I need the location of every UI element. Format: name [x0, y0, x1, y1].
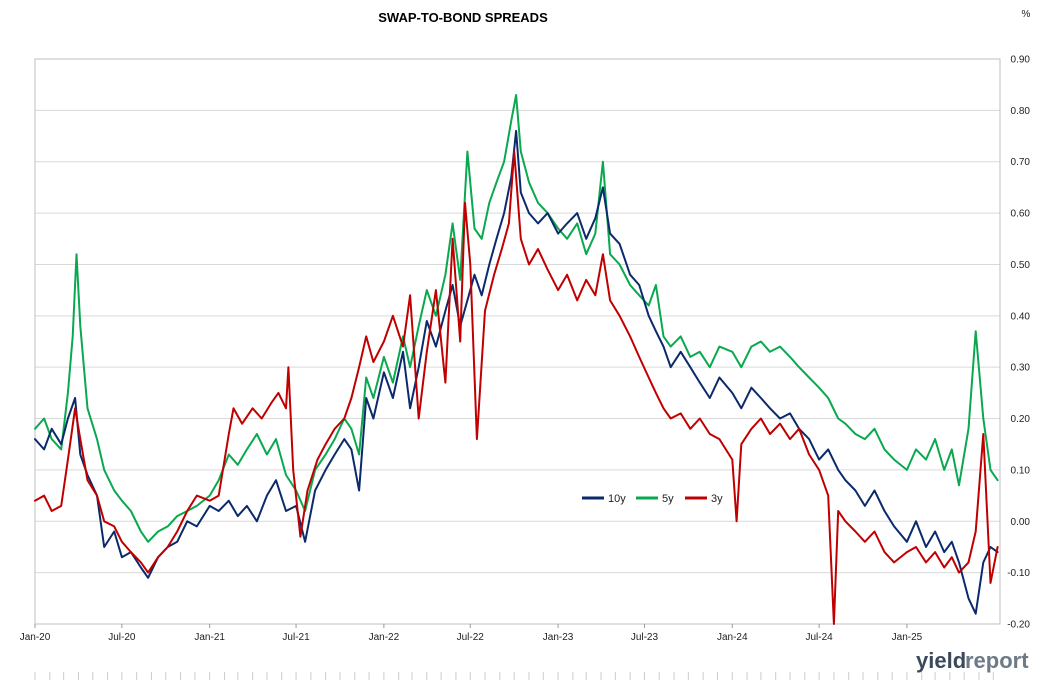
x-tick-label: Jan-24: [717, 632, 748, 643]
y-tick-label: 0.20: [1011, 414, 1031, 425]
x-tick-label: Jan-21: [194, 632, 225, 643]
y-tick-label: 0.60: [1011, 209, 1031, 220]
y-tick-label: 0.30: [1011, 363, 1031, 374]
svg-text:report: report: [965, 648, 1029, 673]
y-tick-label: 0.80: [1011, 106, 1031, 117]
y-tick-label: -0.10: [1007, 568, 1030, 579]
x-tick-label: Jan-25: [892, 632, 923, 643]
x-tick-label: Jul-24: [805, 632, 833, 643]
yieldreport-logo: yield report: [916, 648, 1029, 673]
x-axis-ticks: Jan-20 Jul-20 Jan-21 Jul-21 Jan-22 Jul-22 Jan-…: [20, 624, 994, 680]
y-tick-label: 0.10: [1011, 465, 1031, 476]
y-axis-ticks: 0.90 0.80 0.70 0.60 0.50 0.40 0.30 0.20 0.10 0.00…: [1007, 55, 1030, 631]
x-tick-label: Jan-22: [369, 632, 400, 643]
y-tick-label: 0.70: [1011, 157, 1031, 168]
legend-label-10y: 10y: [608, 493, 626, 505]
y-tick-label: 0.90: [1011, 55, 1031, 66]
legend-label-3y: 3y: [711, 493, 723, 505]
series-line-5y: [34, 94, 999, 543]
x-tick-label: Jul-20: [108, 632, 136, 643]
y-tick-label: 0.50: [1011, 260, 1031, 271]
x-tick-label: Jul-21: [282, 632, 310, 643]
x-tick-label: Jan-20: [20, 632, 51, 643]
legend-label-5y: 5y: [662, 493, 674, 505]
y-tick-label: -0.20: [1007, 620, 1030, 631]
x-tick-label: Jan-23: [543, 632, 574, 643]
series-line-3y: [34, 150, 999, 625]
x-tick-label: Jul-23: [631, 632, 659, 643]
y-tick-label: 0.40: [1011, 311, 1031, 322]
plot-area-border: [34, 58, 1001, 625]
x-tick-label: Jul-22: [457, 632, 485, 643]
series-line-10y: [34, 129, 999, 615]
chart-title: SWAP-TO-BOND SPREADS: [378, 10, 548, 25]
svg-text:yield: yield: [916, 648, 966, 673]
unit-label: %: [1022, 9, 1031, 20]
legend: 10y 5y 3y: [582, 493, 723, 505]
y-tick-label: 0.00: [1011, 517, 1031, 528]
series-lines: [34, 94, 999, 625]
